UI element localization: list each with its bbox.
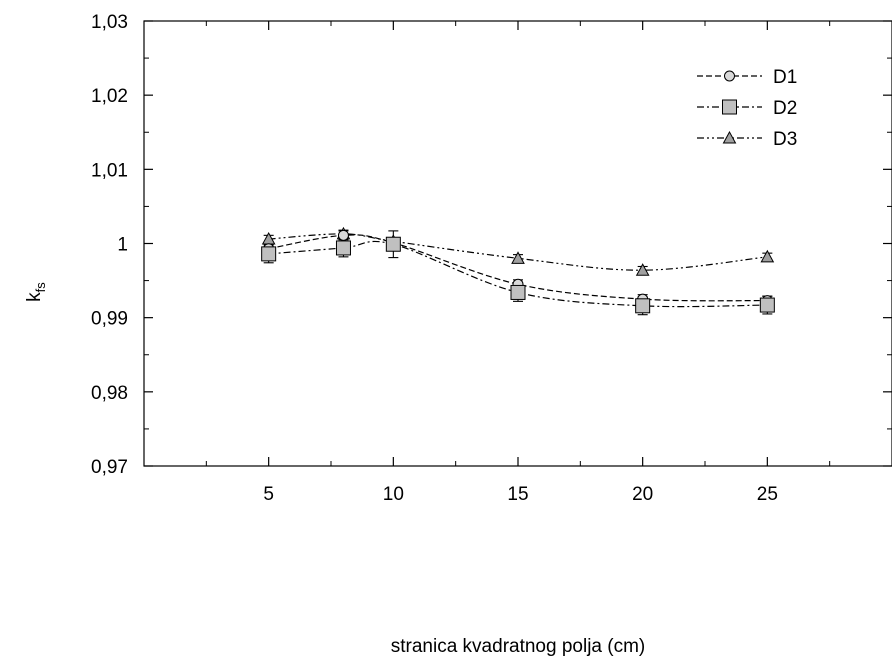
y-tick-label: 0,97 (91, 457, 128, 478)
legend-label-d2: D2 (773, 98, 797, 119)
x-tick-label: 25 (757, 484, 778, 505)
series-markers (261, 226, 775, 314)
data-point-d3 (760, 249, 775, 263)
x-tick-label: 5 (263, 484, 274, 505)
y-axis-title: kfs (24, 282, 48, 302)
data-point-d2 (635, 298, 651, 314)
legend-label-d1: D1 (773, 67, 797, 88)
legend-marker-d3 (722, 130, 737, 144)
data-point-d3 (511, 251, 525, 264)
y-axis-title-main: k (24, 292, 45, 302)
x-tick-label: 10 (383, 484, 404, 505)
data-point-d2 (510, 284, 526, 300)
y-tick-label: 1,01 (91, 160, 128, 181)
y-tick-label: 1 (117, 235, 128, 256)
svg-text:kfs: kfs (24, 282, 48, 302)
y-tick-label: 1,03 (91, 12, 128, 33)
data-point-d1 (337, 229, 349, 241)
legend-label-d3: D3 (773, 129, 797, 150)
y-tick-label: 1,02 (91, 86, 128, 107)
x-tick-label: 20 (632, 484, 653, 505)
legend: D1 D2 D3 (697, 67, 797, 150)
legend-marker-d2 (722, 99, 737, 115)
y-tick-label: 0,98 (91, 383, 128, 404)
y-tick-label: 0,99 (91, 309, 128, 330)
data-point-d3 (635, 263, 650, 276)
x-axis: 5 10 15 20 25 (205, 21, 831, 505)
data-point-d2 (261, 246, 277, 262)
series-line-d3 (268, 233, 768, 271)
x-tick-label: 15 (507, 484, 528, 505)
legend-marker-d1 (724, 70, 735, 82)
data-point-d2 (759, 297, 775, 313)
data-point-d2 (335, 240, 351, 256)
y-axis: 0,97 0,98 0,99 1 1,01 1,02 1,03 (91, 12, 892, 478)
x-axis-title: stranica kvadratnog polja (cm) (391, 636, 646, 657)
data-point-d2 (385, 236, 401, 252)
y-axis-title-sub: fs (33, 282, 48, 293)
